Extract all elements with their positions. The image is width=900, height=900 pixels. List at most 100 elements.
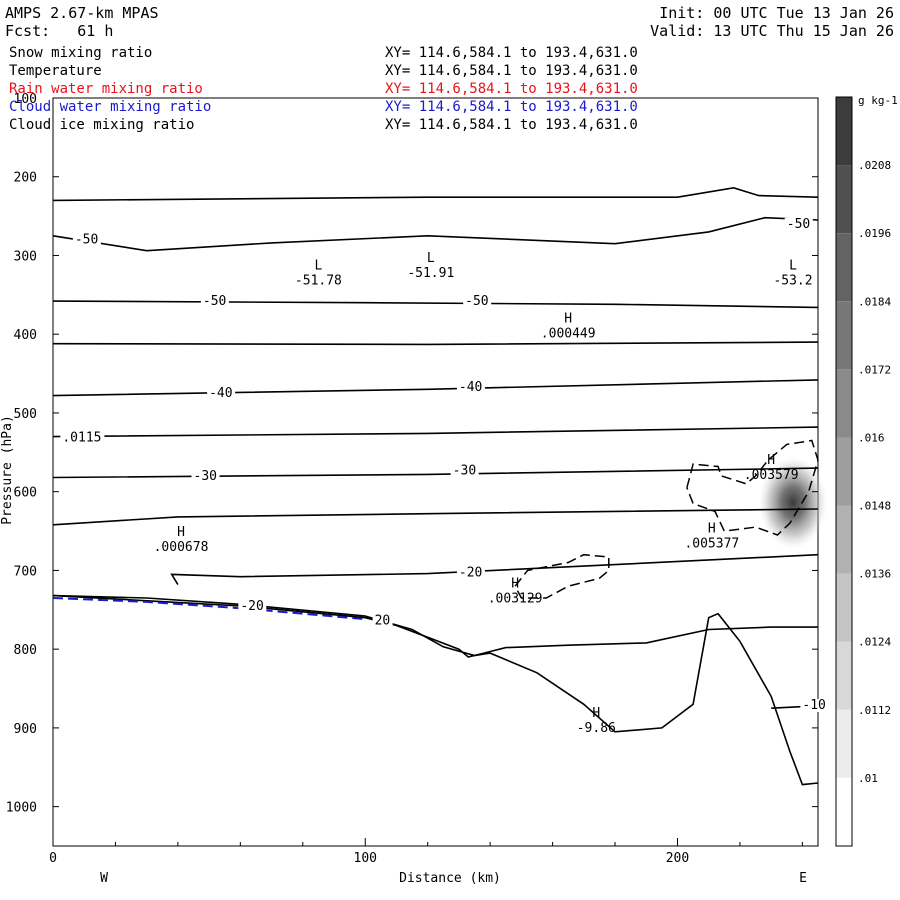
- y-tick-label: 100: [14, 92, 37, 107]
- contour-label: -10: [802, 698, 825, 713]
- extremum-value: .000678: [154, 540, 209, 555]
- field-xy-range: XY= 114.6,584.1 to 193.4,631.0: [385, 99, 638, 115]
- temperature-isotherm: [52, 186, 819, 202]
- colorbar-tick-label: .0112: [858, 704, 891, 717]
- temperature-isotherm: [52, 300, 819, 309]
- contour-label: -50: [787, 217, 810, 232]
- colorbar-segment: [836, 369, 852, 438]
- cloud-water-contour: [52, 597, 366, 621]
- model-title: AMPS 2.67-km MPAS: [5, 4, 159, 22]
- y-tick-label: 500: [14, 407, 37, 422]
- x-axis-label: Distance (km): [399, 871, 501, 886]
- extremum-value: .003579: [744, 468, 799, 483]
- extremum-value: -9.86: [577, 721, 616, 736]
- temperature-isotherm: [52, 379, 819, 397]
- extremum-marker: L: [427, 251, 435, 266]
- contour-label: -30: [453, 463, 476, 478]
- extremum-marker: H: [767, 453, 775, 468]
- extremum-marker: H: [708, 522, 716, 537]
- contour-label: .0115: [62, 430, 101, 445]
- colorbar-segment: [836, 709, 852, 778]
- plot-frame: [52, 97, 819, 847]
- temperature-isotherm: [170, 553, 819, 586]
- cloud-ice-contour: [514, 553, 610, 599]
- contour-label-bg: [372, 614, 393, 628]
- colorbar-segment: [836, 437, 852, 506]
- y-tick-label: 300: [14, 249, 37, 264]
- extremum-marker: L: [314, 259, 322, 274]
- colorbar-segment: [836, 301, 852, 370]
- snow-max-shading: [759, 456, 828, 549]
- valid-time: Valid: 13 UTC Thu 15 Jan 26: [650, 22, 894, 40]
- colorbar-segment: [836, 233, 852, 302]
- extremum-marker: H: [177, 525, 185, 540]
- contour-label: -40: [209, 386, 232, 401]
- west-label: W: [100, 871, 108, 886]
- extremum-value: .003129: [488, 592, 543, 607]
- extremum-marker: H: [511, 577, 519, 592]
- colorbar-segment: [836, 505, 852, 574]
- contour-label-bg: [207, 387, 236, 401]
- y-axis-label: Pressure (hPa): [0, 415, 15, 525]
- extremum-marker: H: [592, 706, 600, 721]
- contour-label-bg: [450, 464, 479, 478]
- extremum-marker: L: [789, 259, 797, 274]
- colorbar-tick-label: .0124: [858, 636, 891, 649]
- y-tick-label: 400: [14, 328, 37, 343]
- contour-label: 20: [375, 614, 391, 629]
- y-tick-label: 600: [14, 486, 37, 501]
- y-tick-label: 200: [14, 171, 37, 186]
- field-name: Temperature: [9, 63, 102, 79]
- extremum-value: -51.91: [407, 266, 454, 281]
- contour-label-bg: [456, 380, 485, 394]
- contour-label: -50: [75, 233, 98, 248]
- colorbar-segment: [836, 573, 852, 642]
- east-label: E: [799, 871, 807, 886]
- contour-label-bg: [238, 599, 267, 613]
- contour-label-bg: [72, 233, 101, 247]
- temperature-isotherm: [52, 426, 819, 438]
- contour-label: -50: [465, 294, 488, 309]
- cloud-ice-contour: [686, 439, 819, 536]
- extremum-marker: H: [564, 311, 572, 326]
- field-name: Cloud ice mixing ratio: [9, 117, 195, 133]
- extremum-value: .000449: [541, 326, 596, 341]
- init-time: Init: 00 UTC Tue 13 Jan 26: [659, 4, 894, 22]
- contour-label-bg: [200, 295, 229, 309]
- colorbar-tick-label: .0136: [858, 568, 891, 581]
- contour-label-bg: [191, 469, 220, 483]
- contour-label-bg: [60, 431, 105, 445]
- contour-label: -30: [194, 469, 217, 484]
- colorbar-segment: [836, 165, 852, 234]
- forecast-hour: Fcst: 61 h: [5, 22, 114, 40]
- terrain-line: [52, 594, 819, 786]
- x-tick-label: 100: [354, 851, 377, 866]
- field-xy-range: XY= 114.6,584.1 to 193.4,631.0: [385, 63, 638, 79]
- contour-label: -40: [459, 380, 482, 395]
- extremum-value: .005377: [684, 537, 739, 552]
- y-tick-label: 700: [14, 564, 37, 579]
- contour-label-bg: [800, 698, 829, 712]
- temperature-isotherm: [52, 467, 819, 479]
- contour-label: -20: [459, 566, 482, 581]
- colorbar-segment: [836, 641, 852, 710]
- contour-label-bg: [456, 566, 485, 580]
- colorbar-tick-label: .016: [858, 431, 885, 444]
- field-xy-range: XY= 114.6,584.1 to 193.4,631.0: [385, 117, 638, 133]
- colorbar-unit: g kg-1: [858, 94, 898, 107]
- colorbar-tick-label: .0172: [858, 363, 891, 376]
- x-tick-label: 200: [666, 851, 689, 866]
- y-tick-label: 900: [14, 722, 37, 737]
- colorbar-tick-label: .01: [858, 772, 878, 785]
- y-tick-label: 1000: [6, 801, 37, 816]
- temperature-isotherm: [52, 508, 819, 526]
- extremum-value: -53.2: [773, 274, 812, 289]
- contour-label-bg: [463, 295, 492, 309]
- extremum-value: -51.78: [295, 274, 342, 289]
- field-name: Rain water mixing ratio: [9, 81, 203, 97]
- colorbar-segment: [836, 777, 852, 846]
- contour-label: -50: [203, 294, 226, 309]
- field-name: Cloud water mixing ratio: [9, 99, 212, 115]
- colorbar-tick-label: .0196: [858, 227, 891, 240]
